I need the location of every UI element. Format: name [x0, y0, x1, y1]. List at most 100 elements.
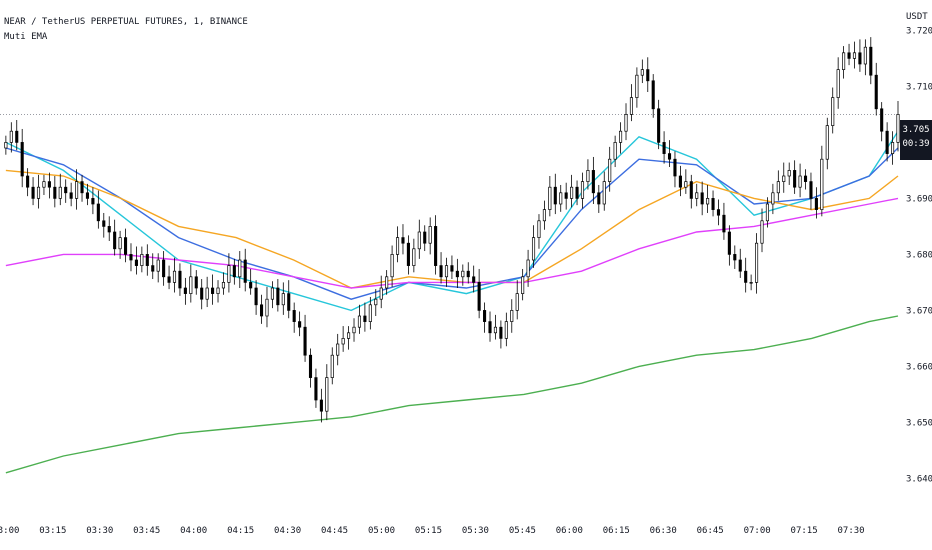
candle: [575, 180, 579, 206]
candle: [673, 151, 677, 188]
candle: [145, 244, 149, 276]
candle-body: [336, 343, 340, 356]
candle-body: [695, 192, 699, 199]
candle-body: [162, 259, 166, 278]
candle: [537, 214, 541, 249]
candle-body: [896, 114, 900, 143]
candle-body: [363, 315, 367, 322]
candle: [619, 122, 623, 154]
candle-body: [559, 192, 563, 205]
candle: [499, 320, 503, 349]
candle-body: [368, 304, 372, 322]
candle-body: [814, 198, 818, 210]
candle: [330, 347, 334, 385]
candle: [488, 311, 492, 342]
candle-body: [803, 175, 808, 182]
candle-body: [69, 192, 73, 199]
candle: [700, 181, 704, 216]
candle-body: [858, 52, 862, 65]
candle: [684, 169, 688, 194]
candle-body: [765, 203, 769, 222]
candle: [744, 257, 748, 293]
y-tick-label: 3.650: [906, 418, 932, 428]
candle: [548, 176, 552, 217]
x-tick-label: 03:00: [0, 526, 19, 536]
candle: [194, 270, 198, 295]
candle: [477, 268, 481, 319]
candle-body: [113, 231, 117, 250]
candle-body: [874, 74, 878, 110]
indicator-title[interactable]: Muti EMA: [4, 32, 48, 42]
candle-body: [205, 287, 209, 300]
candle: [102, 212, 106, 238]
candle: [417, 219, 421, 259]
x-axis: 03:00 03:15 03:30 03:45 04:00 04:15 04:30 04:45…: [0, 526, 865, 536]
candle: [608, 146, 612, 192]
candle-body: [885, 130, 889, 154]
candle: [379, 275, 383, 309]
candle-body: [53, 186, 57, 199]
candle-body: [793, 170, 797, 188]
candle-body: [711, 198, 715, 210]
candle-body: [123, 237, 128, 255]
candle-body: [488, 321, 492, 334]
candle-body: [319, 399, 323, 412]
candle-body: [891, 142, 895, 154]
candle: [553, 173, 557, 215]
x-tick-label: 05:45: [509, 526, 536, 536]
candle: [809, 172, 813, 210]
candle: [706, 184, 710, 213]
x-tick-label: 04:30: [274, 526, 301, 536]
candle-body: [836, 69, 840, 98]
candle-body: [450, 265, 454, 272]
y-axis: 3.7203.7103.7003.6903.6803.6703.6603.650…: [906, 26, 932, 484]
candle-body: [249, 282, 253, 289]
candle: [586, 159, 590, 190]
candle: [722, 202, 726, 240]
candle-body: [341, 338, 345, 345]
candle: [47, 172, 51, 199]
candle: [521, 268, 525, 301]
candle-body: [444, 265, 449, 278]
symbol-title[interactable]: NEAR / TetherUS PERPETUAL FUTURES, 1, BI…: [4, 17, 248, 27]
candle-body: [847, 52, 851, 59]
candle: [319, 388, 323, 423]
candle-body: [706, 198, 710, 205]
candle: [216, 280, 220, 303]
candle-body: [287, 293, 291, 311]
candle-body: [646, 69, 650, 82]
candle-body: [15, 130, 19, 143]
candle: [140, 246, 144, 273]
candle-body: [684, 181, 688, 188]
candle-body: [91, 198, 95, 205]
candle-body: [515, 293, 519, 311]
candle: [118, 230, 122, 259]
candle-body: [863, 46, 867, 65]
candle: [4, 135, 8, 155]
last-price-badge: 3.705 00:39: [900, 120, 932, 160]
candle-body: [629, 97, 633, 115]
candle-body: [270, 287, 274, 300]
candle: [53, 176, 57, 208]
candle-body: [820, 158, 824, 210]
candle-body: [760, 220, 764, 244]
candle: [303, 314, 307, 362]
candle: [178, 263, 182, 296]
candle: [385, 270, 389, 295]
candle-body: [673, 158, 677, 177]
candle: [9, 122, 13, 153]
ema-line-5: [5, 315, 899, 474]
candle: [113, 219, 117, 256]
candle-body: [118, 237, 122, 250]
candle-body: [276, 287, 280, 306]
candle: [401, 224, 405, 255]
candle-body: [85, 192, 90, 199]
candle-body: [640, 69, 644, 76]
candle-body: [281, 293, 285, 306]
candle-body: [58, 186, 62, 199]
candle-body: [798, 175, 802, 188]
candle-body: [292, 310, 296, 322]
last-price-value: 3.705: [902, 125, 930, 135]
candle-body: [330, 354, 334, 378]
